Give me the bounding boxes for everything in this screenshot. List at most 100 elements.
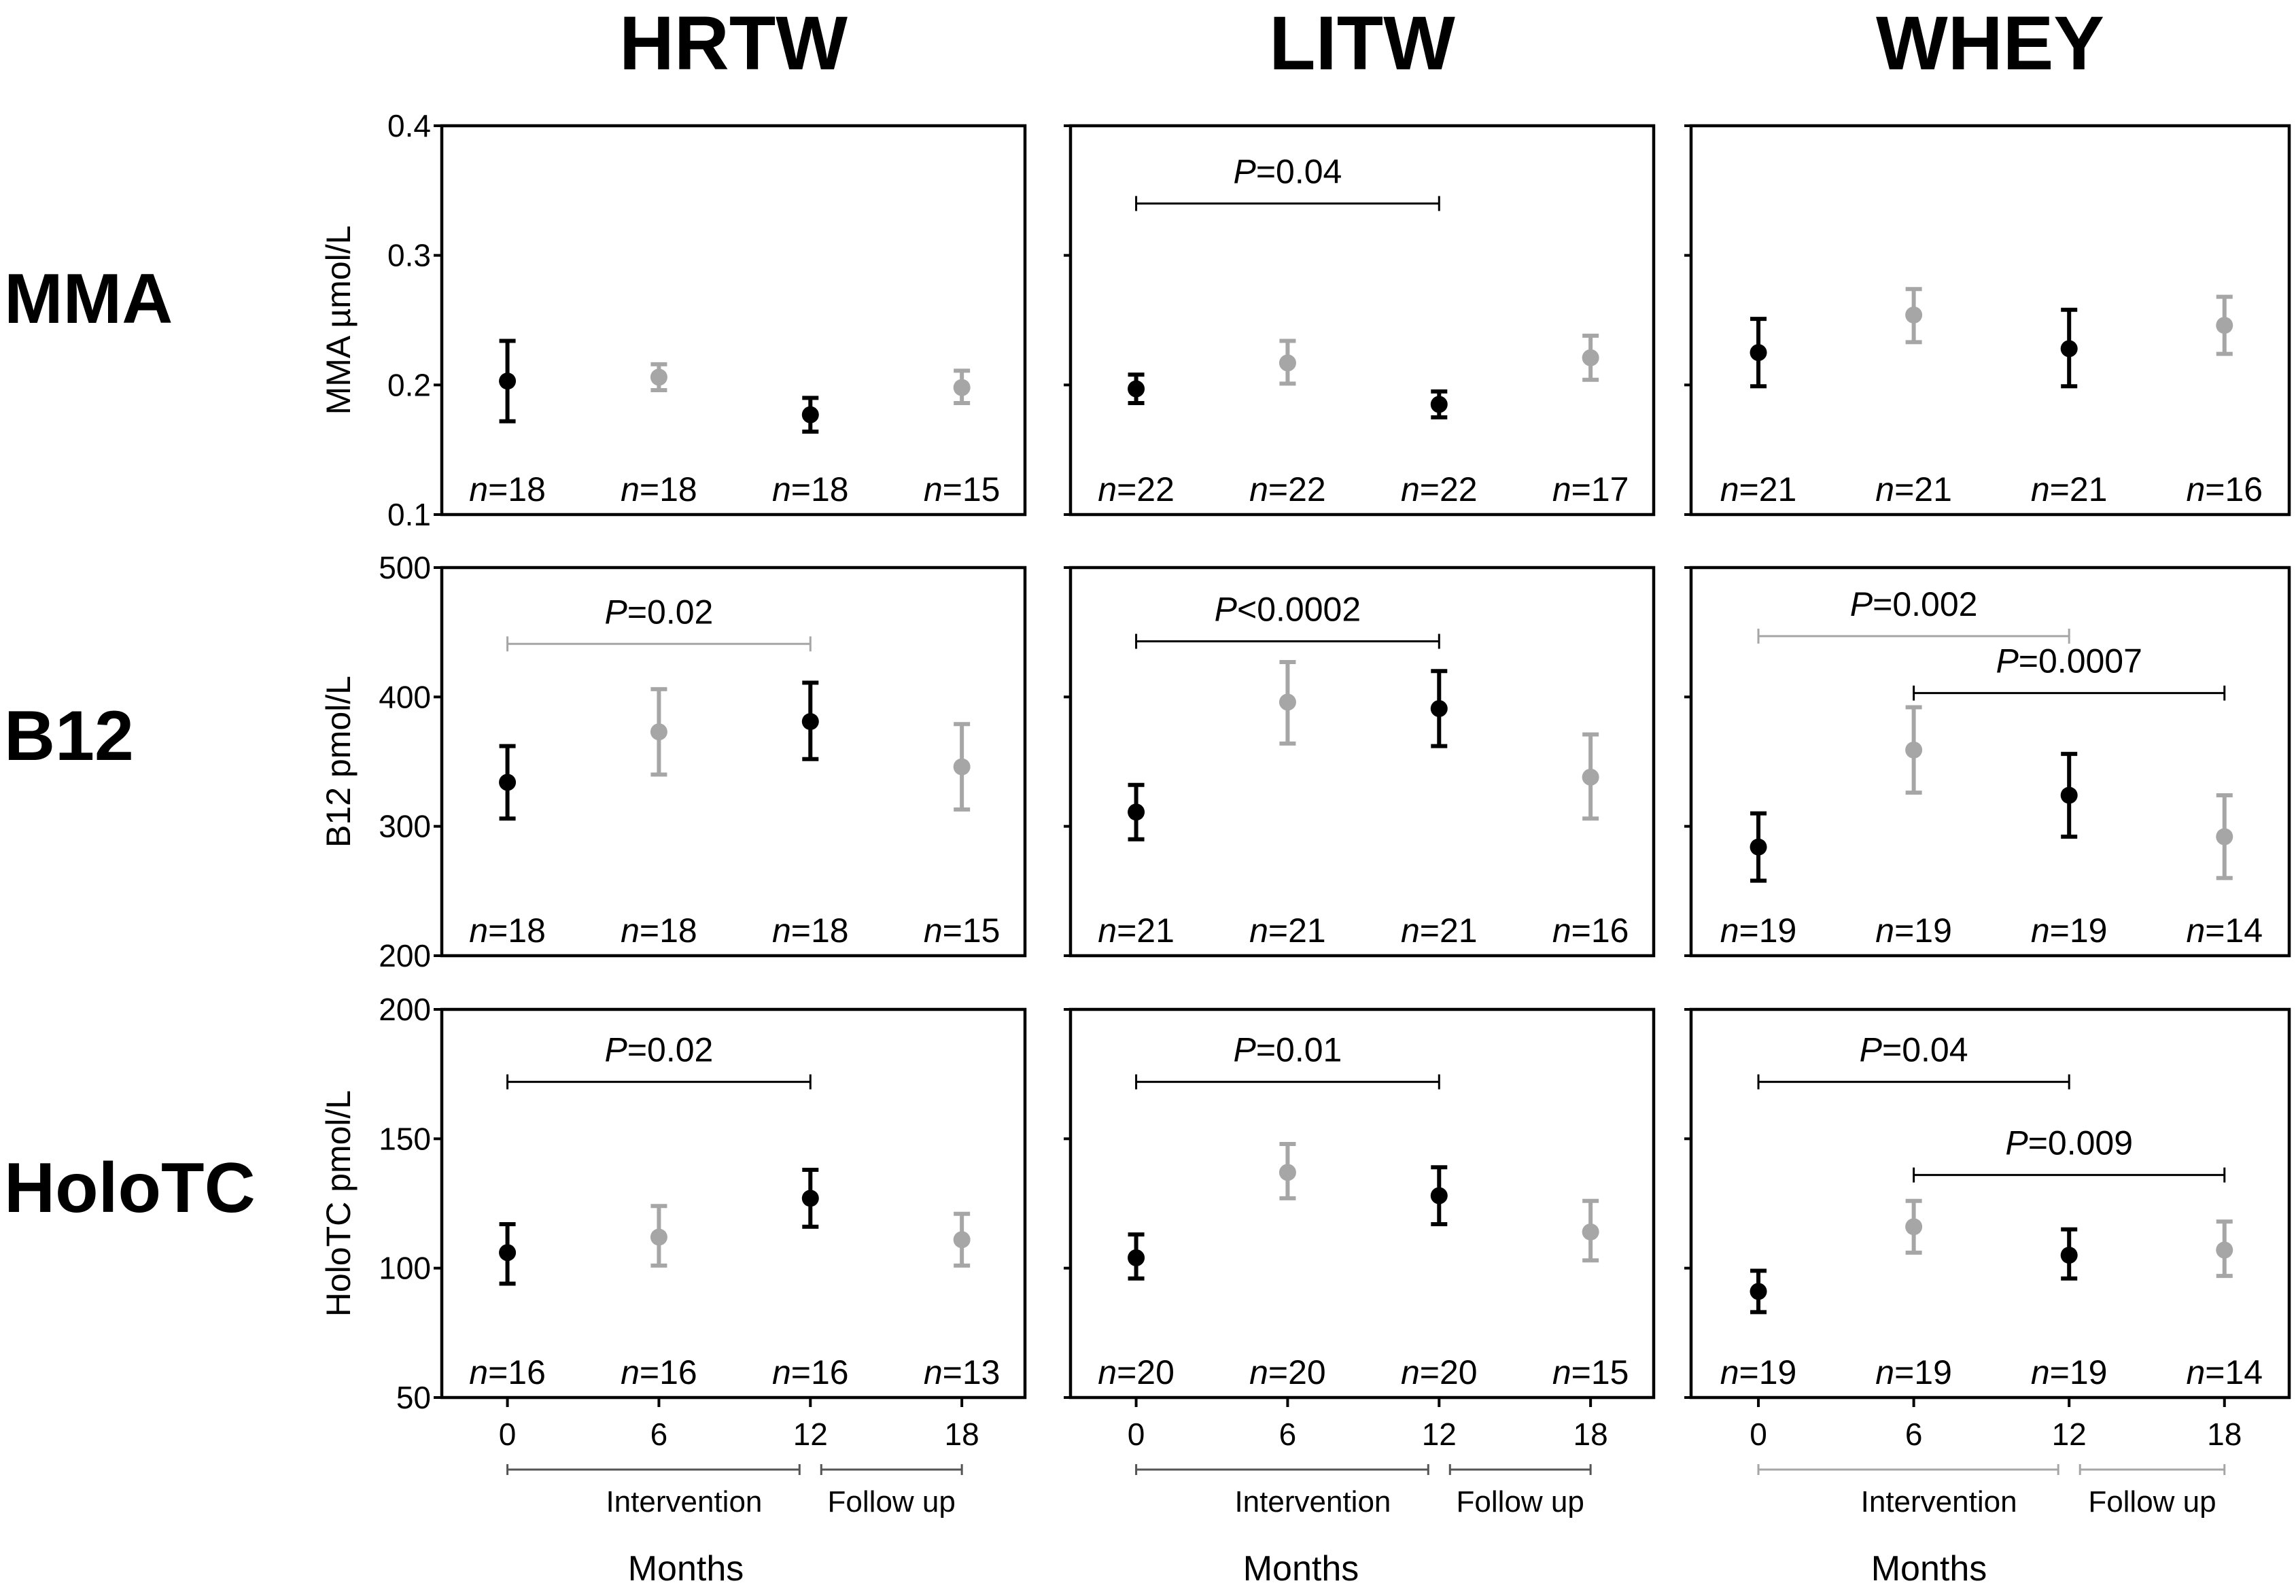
data-point-group <box>650 362 667 392</box>
n-label: n=20 <box>1098 1353 1175 1391</box>
n-label: n=21 <box>2031 470 2108 508</box>
data-point-group <box>953 1211 971 1268</box>
mean-point <box>1582 349 1599 366</box>
x-tick-label: 12 <box>793 1417 828 1452</box>
mean-point <box>801 712 819 730</box>
panel-b12-litw: n=21 n=21 n=21 n=16 P<0.0002 <box>1064 566 1656 958</box>
n-label: n=18 <box>621 470 697 508</box>
y-tick-label: 0.1 <box>387 497 431 532</box>
titles-layer: HRTW LITW WHEY MMA B12 HoloTC MMA µmol/L 0.1 0.2… <box>4 1 2104 1415</box>
panel-frame <box>1689 1007 2291 1400</box>
panel-b12-hrtw: n=18 n=18 n=18 n=15 P=0.02 <box>434 566 1027 958</box>
data-point-group <box>2060 1227 2078 1281</box>
n-label: n=16 <box>1552 912 1629 950</box>
n-label: n=16 <box>621 1353 697 1391</box>
x-tick-label: 6 <box>650 1417 668 1452</box>
n-label: n=16 <box>469 1353 546 1391</box>
n-label: n=22 <box>1249 470 1326 508</box>
significance-bracket: P=0.02 <box>506 1031 812 1090</box>
n-label: n=17 <box>1552 470 1629 508</box>
panel-mma-litw: n=22 n=22 n=22 n=17 P=0.04 <box>1064 124 1656 517</box>
significance-bracket: P=0.04 <box>1135 152 1440 211</box>
n-label: n=19 <box>1875 912 1952 950</box>
mean-point <box>1582 1223 1599 1241</box>
data-point-group <box>2060 307 2078 389</box>
mean-point <box>1905 306 1923 324</box>
data-point-group <box>499 1221 517 1286</box>
mean-point <box>2060 340 2078 358</box>
column-title-litw: LITW <box>1269 1 1455 86</box>
phase-label: Intervention <box>1861 1485 2017 1519</box>
p-value-label: P=0.02 <box>604 593 713 631</box>
n-label: n=19 <box>1720 912 1797 950</box>
data-point-group <box>2216 294 2233 356</box>
column-title-hrtw: HRTW <box>619 1 848 86</box>
data-point-group <box>1279 659 1296 746</box>
p-value-label: P=0.002 <box>1850 585 1978 623</box>
data-point-group <box>1128 372 1145 406</box>
panel-frame <box>1068 566 1656 958</box>
data-point-group <box>1279 339 1296 386</box>
panel-mma-whey: n=21 n=21 n=21 n=16 <box>1684 124 2291 517</box>
mean-point <box>650 1228 667 1246</box>
x-axis-label: Months <box>1871 1549 1987 1589</box>
p-value-label: P=0.02 <box>604 1031 713 1069</box>
data-point-group <box>1128 782 1145 842</box>
p-value-label: P=0.009 <box>2005 1124 2133 1162</box>
x-tick-label: 18 <box>945 1417 979 1452</box>
panel-frame <box>1689 124 2291 517</box>
significance-bracket: P=0.04 <box>1757 1031 2070 1090</box>
panel-frame <box>440 124 1027 517</box>
y-tick-label: 200 <box>379 992 431 1027</box>
n-label: n=18 <box>469 912 546 950</box>
y-tick-label: 100 <box>379 1251 431 1286</box>
data-point-group <box>1750 317 1767 389</box>
mean-point <box>1430 396 1448 413</box>
y-tick-label: 0.2 <box>387 367 431 402</box>
mean-point <box>499 774 517 791</box>
data-point-group <box>1582 1198 1599 1263</box>
p-value-label: P=0.04 <box>1860 1031 1968 1069</box>
row-title-holotc: HoloTC <box>4 1149 256 1228</box>
p-value-label: P=0.0007 <box>1996 642 2142 680</box>
panel-holotc-litw: n=20 n=20 n=20 n=15 P=0.01 <box>1064 1007 1656 1400</box>
y-tick-label: 50 <box>396 1380 431 1415</box>
mean-point <box>1279 693 1296 711</box>
panel-frame <box>440 1007 1027 1400</box>
data-point-group <box>801 1168 819 1229</box>
panel-holotc-whey: n=19 n=19 n=19 n=14 P=0.04 P=0.009 <box>1684 1007 2291 1400</box>
n-label: n=21 <box>1401 912 1478 950</box>
n-label: n=13 <box>924 1353 1001 1391</box>
n-label: n=19 <box>2031 1353 2108 1391</box>
data-point-group <box>953 368 971 406</box>
mean-point <box>1905 741 1923 759</box>
x-axis-layer: 0 6 12 18 Intervention Follow up Months 0 6 12 18 I… <box>499 1398 2242 1589</box>
x-axis-whey: 0 6 12 18 Intervention Follow up Months <box>1750 1398 2242 1589</box>
mean-point <box>953 758 971 776</box>
y-axis-label-b12: B12 pmol/L <box>319 676 358 848</box>
data-point-group <box>2216 1219 2233 1279</box>
n-label: n=16 <box>2186 470 2263 508</box>
mean-point <box>1430 1187 1448 1204</box>
data-point-group <box>2216 793 2233 880</box>
n-label: n=18 <box>772 912 849 950</box>
x-tick-label: 0 <box>1750 1417 1767 1452</box>
x-tick-label: 0 <box>499 1417 517 1452</box>
x-tick-label: 12 <box>1422 1417 1457 1452</box>
y-tick-label: 400 <box>379 679 431 714</box>
x-tick-label: 12 <box>2052 1417 2087 1452</box>
mean-point <box>1430 699 1448 717</box>
y-axis-label-holotc: HoloTC pmol/L <box>319 1090 358 1317</box>
n-label: n=21 <box>1720 470 1797 508</box>
n-label: n=15 <box>924 912 1001 950</box>
row-title-b12: B12 <box>4 697 134 776</box>
y-tick-label: 0.3 <box>387 238 431 273</box>
x-tick-label: 18 <box>1573 1417 1608 1452</box>
x-tick-label: 18 <box>2207 1417 2242 1452</box>
n-label: n=15 <box>1552 1353 1629 1391</box>
data-point-group <box>2060 752 2078 839</box>
mean-point <box>1128 803 1145 821</box>
significance-bracket: P=0.002 <box>1757 585 2070 644</box>
mean-point <box>1750 838 1767 856</box>
